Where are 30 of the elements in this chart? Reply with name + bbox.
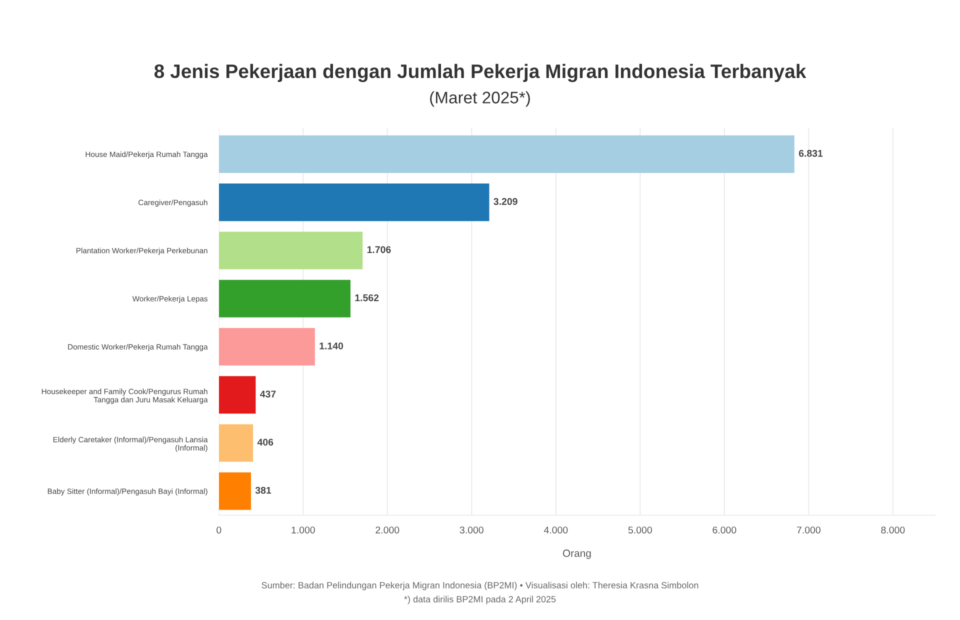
x-tick-label: 4.000 [544, 526, 568, 534]
bar [218, 184, 490, 222]
x-tick-label: 3.000 [460, 526, 484, 534]
text: Sumber: Badan Pelindungan Pekerja Migran Indonesia (BP2MI) • Visualisasi oleh: Theresia Krasna Simbolon [262, 582, 698, 590]
data-label: 381 [255, 486, 272, 494]
x-tick-label: 5.000 [628, 526, 652, 534]
x-tick-label: 7.000 [796, 526, 820, 534]
x-axis-title: Orang [562, 550, 591, 559]
text: *) data dirilis BP2MI pada 2 April 2025 [404, 596, 556, 604]
chart-subtitle: (Maret 2025*) [430, 91, 530, 107]
data-label: 6.831 [798, 150, 823, 157]
bar [218, 135, 794, 173]
x-tick-label: 8.000 [881, 526, 905, 534]
data-label: 3.209 [494, 198, 518, 205]
bar [218, 472, 251, 510]
data-label: 437 [260, 390, 276, 398]
bar [218, 424, 254, 462]
bar [218, 280, 350, 318]
data-label: 406 [257, 438, 274, 446]
data-label: 1.706 [367, 246, 391, 254]
data-label: 1.140 [320, 342, 344, 350]
x-tick-label: 6.000 [712, 526, 736, 534]
bar [218, 328, 315, 366]
x-tick-label: 0 [216, 526, 222, 534]
bar [218, 232, 363, 270]
x-tick-label: 1.000 [292, 526, 315, 534]
x-tick-label: 2.000 [376, 526, 400, 534]
chart-title: 8 Jenis Pekerjaan dengan Jumlah Pekerja Migran Indonesia Terbanyak [154, 64, 806, 82]
data-label: 1.562 [355, 294, 379, 302]
bar [218, 376, 256, 414]
